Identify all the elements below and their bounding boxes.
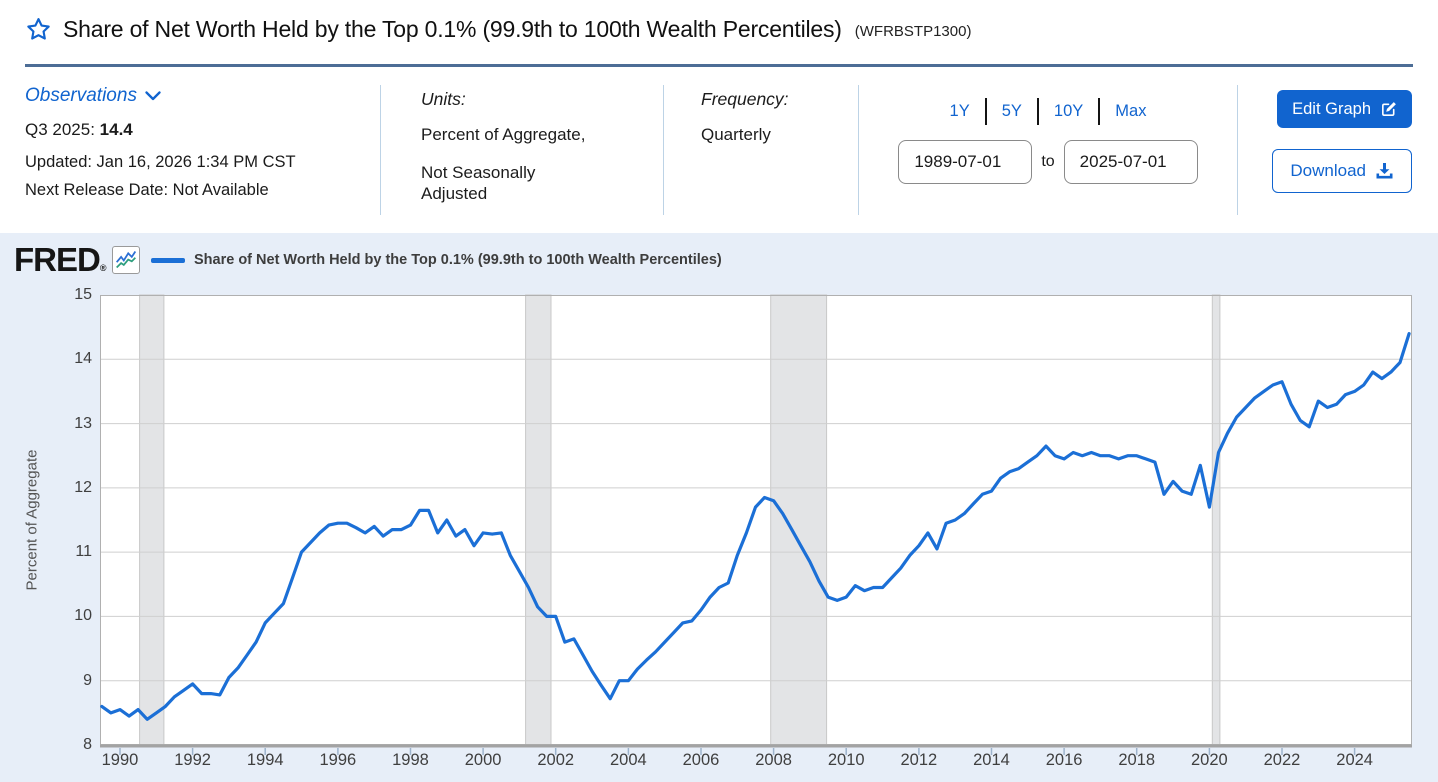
observations-column: Observations Q3 2025: 14.4 Updated: Jan …: [25, 85, 380, 215]
range-column: 1Y 5Y 10Y Max to: [858, 85, 1237, 215]
observations-label: Observations: [25, 85, 137, 106]
preset-separator: [1098, 98, 1101, 125]
x-axis-label: 2022: [1263, 751, 1301, 769]
header-divider: [25, 64, 1413, 67]
series-id: (WFRBSTP1300): [854, 23, 972, 40]
x-axis-label: 2018: [1118, 751, 1156, 769]
series-line: [100, 331, 1411, 721]
date-range-row: to: [859, 140, 1237, 184]
units-value-line2: Not Seasonally Adjusted: [421, 163, 536, 204]
frequency-value: Quarterly: [701, 125, 771, 144]
recession-band: [525, 294, 552, 746]
units-column: Units: Percent of Aggregate, Not Seasona…: [380, 85, 663, 215]
frequency-column: Frequency: Quarterly: [663, 85, 858, 215]
x-axis-label: 2000: [464, 751, 502, 769]
x-axis-label: 2002: [537, 751, 575, 769]
page-title: Share of Net Worth Held by the Top 0.1% …: [63, 16, 842, 42]
actions-column: Edit Graph Download: [1237, 85, 1438, 215]
preset-1y[interactable]: 1Y: [935, 102, 985, 121]
legend-line-swatch: [151, 257, 185, 263]
download-button[interactable]: Download: [1272, 149, 1412, 193]
x-axis-label: 2016: [1045, 751, 1083, 769]
chevron-down-icon: [145, 91, 161, 101]
y-axis-label: 14: [74, 350, 92, 368]
x-axis-label: 2014: [973, 751, 1010, 769]
observations-link[interactable]: Observations: [25, 85, 161, 107]
y-axis-label: 11: [75, 543, 92, 561]
units-label: Units:: [421, 89, 466, 109]
legend-label: Share of Net Worth Held by the Top 0.1% …: [194, 252, 722, 268]
preset-separator: [984, 98, 987, 125]
frequency-label: Frequency:: [701, 89, 789, 109]
observation-value: 14.4: [99, 120, 133, 139]
preset-separator: [1036, 98, 1039, 125]
updated-text: Updated: Jan 16, 2026 1:34 PM CST: [25, 153, 296, 171]
y-axis-label: 8: [83, 736, 92, 753]
x-axis-label: 1992: [174, 751, 211, 769]
x-axis-label: 2012: [900, 751, 938, 769]
info-row: Observations Q3 2025: 14.4 Updated: Jan …: [0, 85, 1438, 215]
x-axis-label: 1998: [392, 751, 429, 769]
chart-plot-area[interactable]: [100, 294, 1412, 765]
x-axis-label: 1996: [319, 751, 357, 769]
star-icon: [27, 18, 50, 40]
edit-pencil-icon: [1382, 101, 1396, 116]
chart-panel: FRED® Share of Net Worth Held by the Top…: [0, 233, 1438, 782]
y-axis-label: 13: [74, 414, 92, 432]
y-axis-title: Percent of Aggregate: [23, 449, 41, 591]
to-label: to: [1041, 153, 1055, 170]
favorite-star-button[interactable]: [25, 16, 52, 43]
end-date-input[interactable]: [1063, 140, 1198, 184]
y-axis-label: 15: [74, 286, 92, 303]
recession-band: [139, 294, 165, 746]
x-axis-label: 2024: [1336, 751, 1373, 769]
page-header: Share of Net Worth Held by the Top 0.1% …: [25, 16, 971, 43]
x-axis-label: 2010: [827, 751, 865, 769]
registered-mark: ®: [99, 263, 107, 273]
preset-max[interactable]: Max: [1100, 102, 1161, 121]
y-axis-label: 10: [74, 607, 92, 625]
download-icon: [1376, 163, 1393, 179]
units-value-line1: Percent of Aggregate,: [421, 125, 586, 144]
plot-background: [100, 295, 1412, 745]
fred-logo: FRED®: [14, 241, 107, 278]
x-axis-label: 2004: [609, 751, 647, 769]
x-axis-label: 1994: [246, 751, 284, 769]
y-axis-label: 9: [83, 671, 92, 689]
recession-band: [1211, 294, 1221, 746]
observation-period: Q3 2025:: [25, 120, 100, 139]
recession-band: [770, 294, 828, 746]
preset-10y[interactable]: 10Y: [1039, 102, 1098, 121]
y-axis-label: 12: [74, 478, 92, 496]
chart-legend: Share of Net Worth Held by the Top 0.1% …: [151, 252, 722, 268]
fred-sparkline-icon: [112, 246, 140, 274]
x-axis-label: 2020: [1191, 751, 1228, 769]
edit-graph-button[interactable]: Edit Graph: [1277, 90, 1412, 128]
range-presets: 1Y 5Y 10Y Max: [859, 98, 1237, 125]
next-release-text: Next Release Date: Not Available: [25, 181, 269, 199]
preset-5y[interactable]: 5Y: [987, 102, 1037, 121]
start-date-input[interactable]: [898, 140, 1033, 184]
x-axis-label: 2008: [755, 751, 792, 769]
sparkline-glyph: [115, 251, 137, 269]
x-axis-label: 1990: [101, 751, 139, 769]
x-axis-label: 2006: [682, 751, 720, 769]
latest-observation: Q3 2025: 14.4: [25, 120, 380, 140]
